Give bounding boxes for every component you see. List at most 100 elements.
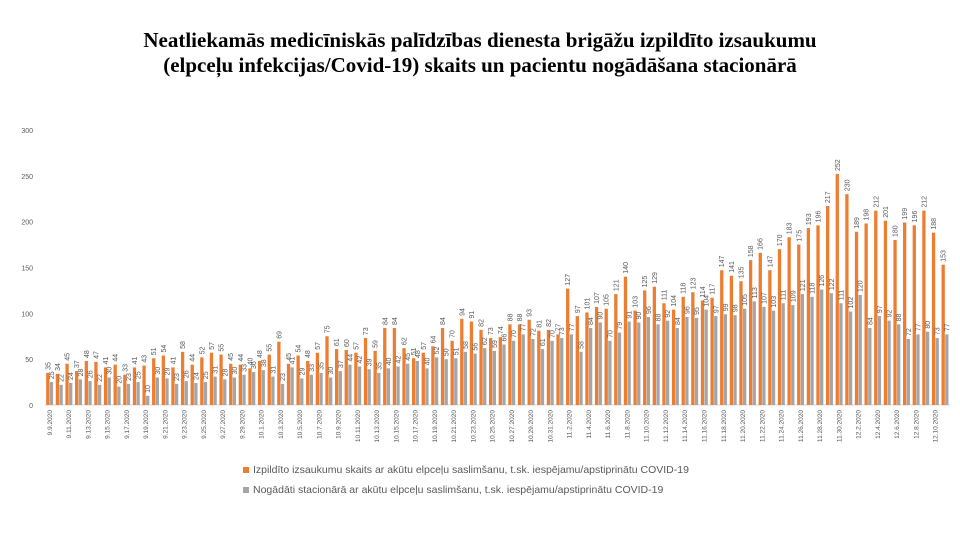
bar (521, 334, 525, 405)
bar (835, 174, 839, 405)
bar (868, 328, 872, 405)
bar (257, 361, 262, 405)
x-tick-label: 11.20.2020 (740, 410, 747, 442)
value-label: 111 (838, 290, 845, 301)
bar (406, 363, 410, 405)
bar (791, 305, 795, 405)
value-label: 94 (459, 308, 466, 316)
bar (300, 378, 304, 405)
value-label: 45 (228, 353, 235, 361)
bar (874, 210, 878, 405)
bar (906, 339, 910, 405)
value-label: 96 (646, 306, 653, 314)
value-label: 212 (873, 196, 880, 208)
value-label: 51 (453, 347, 460, 355)
value-label: 44 (347, 354, 354, 362)
value-label: 24 (193, 372, 200, 380)
bar (267, 354, 271, 405)
bar (854, 231, 859, 405)
value-label: 180 (893, 225, 900, 237)
x-tick-label: 11.4.2020 (586, 410, 593, 439)
value-label: 42 (357, 356, 364, 364)
bar (816, 225, 820, 405)
bar (662, 303, 666, 405)
bar (877, 316, 882, 405)
bar (223, 379, 227, 405)
x-tick-label: 11.16.2020 (701, 410, 708, 442)
value-label: 61 (334, 338, 341, 346)
bar (460, 318, 464, 405)
legend-swatch (243, 487, 249, 493)
value-label: 88 (507, 313, 514, 321)
value-label: 31 (270, 366, 277, 374)
bar (348, 364, 352, 405)
x-tick-label: 11.10.2020 (644, 410, 651, 442)
value-label: 70 (450, 330, 457, 338)
bar (637, 322, 641, 405)
bar (363, 338, 368, 405)
value-label: 55 (267, 344, 274, 352)
x-tick-label: 10.9.2020 (336, 410, 343, 439)
bar (367, 369, 371, 405)
bar (444, 359, 448, 405)
bar (897, 324, 901, 405)
bar (945, 334, 949, 405)
bar (498, 337, 502, 405)
bar (643, 290, 647, 405)
bar (858, 295, 862, 405)
value-label: 41 (132, 357, 139, 365)
value-label: 10 (145, 385, 152, 393)
bar (550, 340, 554, 405)
bar (194, 383, 198, 405)
value-label: 30 (328, 367, 335, 375)
value-label: 73 (363, 327, 370, 335)
value-label: 77 (569, 324, 576, 332)
bar (864, 223, 868, 405)
y-tick-label: 100 (21, 311, 33, 318)
y-tick-label: 200 (21, 220, 33, 227)
value-label: 44 (238, 354, 245, 362)
bar (392, 328, 397, 405)
bar (925, 331, 930, 405)
value-label: 135 (738, 266, 745, 278)
bar (229, 363, 233, 405)
x-tick-label: 9.21.2020 (162, 410, 169, 439)
bar (136, 382, 140, 405)
value-label: 101 (584, 298, 591, 310)
bar (180, 351, 185, 405)
value-label: 44 (190, 354, 197, 362)
bar (261, 370, 265, 405)
bar (123, 374, 127, 405)
value-label: 60 (344, 339, 351, 347)
bar (743, 308, 747, 405)
y-tick-label: 250 (21, 174, 33, 181)
value-label: 74 (498, 326, 505, 334)
bar (49, 382, 54, 405)
value-label: 84 (382, 317, 389, 325)
bar (344, 350, 348, 405)
value-label: 23 (280, 373, 287, 381)
value-label: 97 (713, 305, 720, 313)
bar (171, 367, 175, 405)
x-tick-label: 11.14.2020 (682, 410, 689, 442)
value-label: 30 (107, 367, 114, 375)
value-label: 84 (392, 317, 399, 325)
value-label: 73 (559, 327, 566, 335)
bar (306, 361, 310, 405)
bar (219, 354, 223, 405)
x-tick-label: 11.6.2020 (605, 410, 612, 439)
bar (720, 270, 724, 405)
value-label: 88 (517, 313, 524, 321)
value-label: 82 (546, 319, 553, 327)
bar (103, 367, 108, 405)
value-label: 57 (209, 342, 216, 350)
value-label: 54 (161, 345, 168, 353)
bar (377, 372, 381, 405)
value-label: 75 (325, 325, 332, 333)
bar (142, 365, 146, 405)
value-label: 57 (353, 342, 360, 350)
legend-label: Nogādāti stacionārā ar akūtu elpceļu sas… (253, 484, 663, 496)
value-label: 120 (858, 280, 865, 292)
bar (883, 220, 888, 405)
x-tick-label: 11.30.2020 (836, 410, 843, 442)
